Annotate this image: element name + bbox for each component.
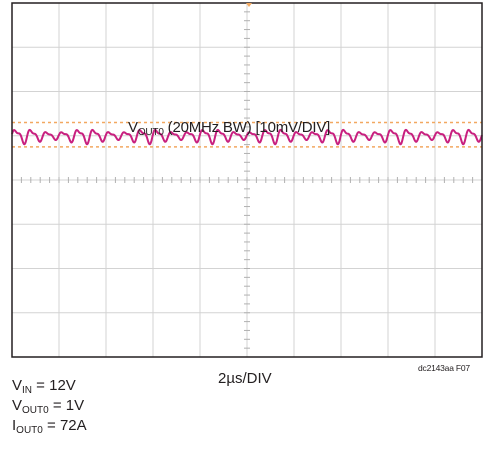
- trace-label: VOUT0 (20MHz BW) [10mV/DIV]: [128, 119, 330, 138]
- condition-iout-main: I: [12, 417, 17, 434]
- condition-iout-sub: OUT0: [16, 425, 43, 436]
- vout-trace: [11, 128, 483, 146]
- condition-vout-main: V: [12, 397, 23, 414]
- trace-label-main: V: [128, 119, 138, 136]
- condition-vin-sub: IN: [22, 385, 33, 396]
- condition-vout-rest: = 1V: [48, 397, 85, 414]
- condition-vout-sub: OUT0: [22, 405, 49, 416]
- trace-label-rest: (20MHz BW) [10mV/DIV]: [163, 119, 331, 136]
- grid: [12, 3, 482, 357]
- condition-vin: VIN = 12V: [12, 377, 76, 399]
- figure-id: dc2143aa F07: [418, 363, 470, 373]
- condition-iout-rest: = 72A: [42, 417, 87, 434]
- condition-vout: VOUT0 = 1V: [12, 397, 84, 419]
- condition-vin-rest: = 12V: [32, 377, 76, 394]
- ripple-limit-lines: [12, 121, 482, 148]
- trigger-marker: [246, 3, 252, 7]
- timebase-label: 2µs/DIV: [218, 370, 272, 387]
- trace-label-sub: OUT0: [137, 127, 164, 138]
- condition-vin-main: V: [12, 377, 23, 394]
- condition-iout: IOUT0 = 72A: [12, 417, 87, 439]
